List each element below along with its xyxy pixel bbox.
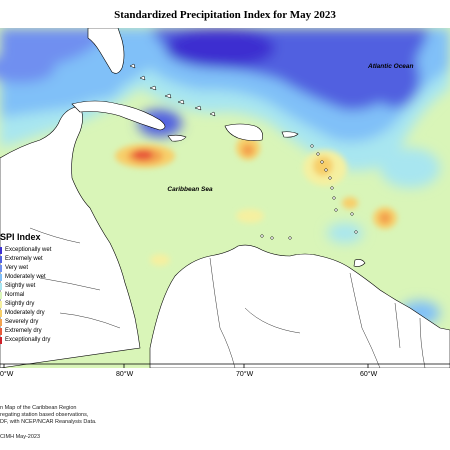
legend-label: Very wet [5, 265, 29, 271]
florida [87, 28, 125, 74]
lon-tick-60w: 60°W [360, 371, 378, 378]
legend-swatch [0, 310, 2, 317]
legend-swatch [0, 256, 2, 263]
credit-line-2: regating station based observations, [0, 412, 89, 418]
legend-swatch [0, 328, 2, 335]
jamaica [167, 134, 187, 142]
legend-label: Moderately wet [5, 274, 46, 280]
credit-line-1: n Map of the Caribbean Region [0, 405, 77, 411]
south-america [149, 244, 450, 368]
legend-swatch [0, 337, 2, 344]
lon-tick-90w: 0°W [0, 371, 14, 378]
lon-tick-80w: 80°W [116, 371, 134, 378]
legend-swatch [0, 283, 2, 290]
small-islands [129, 63, 358, 240]
legend-label: Severely dry [5, 319, 39, 325]
map-title: Standardized Precipitation Index for May… [114, 9, 336, 21]
landmasses [0, 28, 450, 368]
spi-map: Atlantic Ocean Caribbean Sea [0, 28, 450, 368]
legend-label: Exceptionally wet [5, 247, 52, 253]
lon-tick-70w: 70°W [236, 371, 254, 378]
caribbean-sea-label: Caribbean Sea [167, 186, 213, 193]
country-borders [29, 227, 426, 368]
legend-label: Exceptionally dry [5, 337, 51, 343]
dry-anomalies [115, 136, 397, 266]
legend-swatch [0, 292, 2, 299]
hispaniola [224, 123, 263, 141]
trinidad [353, 259, 366, 267]
legend-swatch [0, 265, 2, 272]
cuba [71, 100, 166, 131]
credit-line-3: DF, with NCEP/NCAR Reanalysis Data. [0, 419, 97, 425]
legend-swatch [0, 301, 2, 308]
legend-swatch [0, 247, 2, 254]
legend-label: Extremely wet [5, 256, 43, 262]
legend-swatch [0, 319, 2, 326]
legend-swatch [0, 274, 2, 281]
wet-anomalies [0, 28, 450, 325]
puerto-rico [281, 131, 299, 138]
legend-label: Slightly dry [5, 301, 35, 307]
legend-label: Extremely dry [5, 328, 42, 334]
legend-label: Slightly wet [5, 283, 36, 289]
atlantic-ocean-label: Atlantic Ocean [367, 63, 414, 70]
legend-title: SPI Index [0, 232, 41, 242]
legend-label: Normal [5, 292, 25, 298]
central-america [0, 105, 141, 368]
credit-line-4: CIMH May-2023 [0, 434, 41, 440]
legend-label: Moderately dry [5, 310, 45, 316]
